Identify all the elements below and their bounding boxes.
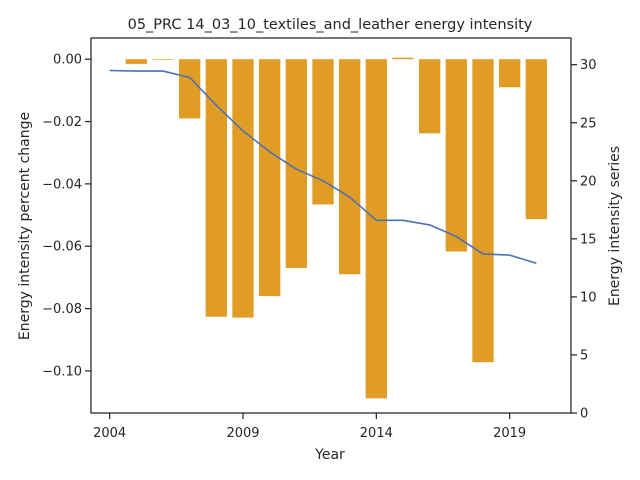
- bar: [312, 59, 334, 205]
- x-axis-ticks: 2004 2009 2014 2019: [93, 413, 526, 441]
- plot-frame: [90, 37, 572, 414]
- x-tick-label: 2014: [360, 426, 393, 441]
- left-axis-ticks: 0.00 −0.02 −0.04 −0.06 −0.08 −0.10: [42, 53, 91, 379]
- right-axis-ticks: 0 5 10 15 20 25 30: [571, 58, 597, 422]
- x-tick-label: 2019: [493, 426, 526, 441]
- y2-tick-label: 25: [580, 116, 597, 131]
- bar: [259, 59, 281, 297]
- bar: [339, 59, 361, 275]
- bar: [525, 59, 547, 220]
- bar-series: [125, 57, 547, 399]
- y2-tick-label: 20: [580, 174, 597, 189]
- bar: [472, 59, 494, 363]
- bar: [419, 59, 441, 134]
- bar: [445, 59, 467, 252]
- y-tick-label: −0.08: [42, 302, 82, 317]
- bar: [125, 59, 147, 64]
- bar: [285, 59, 307, 269]
- y2-tick-label: 10: [580, 290, 597, 305]
- y-tick-label: −0.02: [42, 115, 82, 130]
- bar: [392, 57, 414, 60]
- right-axis-label: Energy intensity series: [607, 146, 623, 306]
- bar: [232, 59, 254, 318]
- x-tick-label: 2009: [226, 426, 259, 441]
- bar: [365, 59, 387, 399]
- bar: [179, 59, 201, 119]
- series-line: [109, 69, 537, 264]
- y2-tick-label: 30: [580, 58, 597, 73]
- bar: [152, 59, 174, 60]
- line-series: [109, 69, 537, 264]
- y2-tick-label: 5: [580, 348, 588, 363]
- x-axis-label: Year: [314, 447, 345, 463]
- y-tick-label: 0.00: [53, 53, 82, 68]
- y2-tick-label: 15: [580, 232, 597, 247]
- y-tick-label: −0.06: [42, 240, 82, 255]
- y2-tick-label: 0: [580, 407, 588, 422]
- y-tick-label: −0.04: [42, 177, 82, 192]
- chart-title: 05_PRC 14_03_10_textiles_and_leather ene…: [128, 17, 533, 33]
- bar: [205, 59, 227, 317]
- left-axis-label: Energy intensity percent change: [17, 112, 33, 340]
- x-tick-label: 2004: [93, 426, 126, 441]
- y-tick-label: −0.10: [42, 364, 82, 379]
- bar: [499, 59, 521, 88]
